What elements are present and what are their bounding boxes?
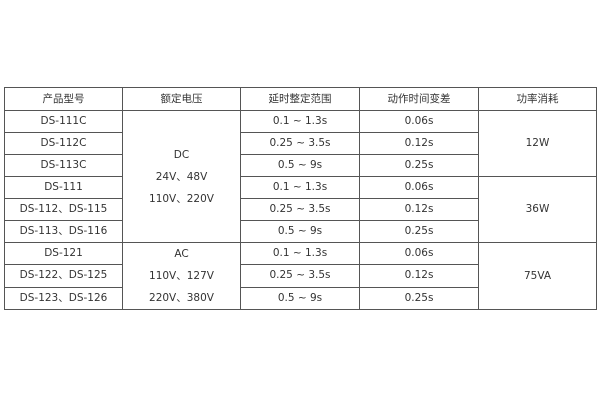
variation-cell: 0.06s [359, 241, 479, 266]
variation-cell: 0.06s [359, 176, 479, 199]
header-row: 产品型号 额定电压 延时整定范围 动作时间变差 功率消耗 [4, 87, 597, 111]
table-row: DS-111C DC 24V、48V 110V、220V 0.1 ~ 1.3s … [4, 110, 597, 243]
variation-cell: 0.12s [359, 198, 479, 221]
table-row: DS-123、DS-126 0.5 ~ 9s 0.25s [4, 286, 597, 311]
table-row: DS-121 AC 110V、127V 220V、380V 0.1 ~ 1.3s… [4, 241, 597, 310]
model-cell: DS-111C [4, 110, 123, 133]
voltage-line: 110V、127V [149, 270, 214, 282]
table-row: DS-113C 0.5 ~ 9s 0.25s [4, 154, 597, 177]
range-cell: 0.25 ~ 3.5s [240, 198, 360, 221]
variation-cell: 0.06s [359, 110, 479, 133]
table-row: DS-122、DS-125 0.25 ~ 3.5s 0.12s [4, 264, 597, 288]
model-cell: DS-123、DS-126 [4, 286, 123, 311]
model-cell: DS-113C [4, 154, 123, 177]
range-cell: 0.1 ~ 1.3s [240, 176, 360, 199]
range-cell: 0.1 ~ 1.3s [240, 241, 360, 266]
header-voltage: 额定电压 [122, 87, 241, 111]
power-cell: 12W [478, 110, 597, 177]
range-cell: 0.1 ~ 1.3s [240, 110, 360, 133]
voltage-line: AC [174, 248, 189, 260]
variation-cell: 0.12s [359, 132, 479, 155]
voltage-cell: AC 110V、127V 220V、380V [122, 242, 241, 310]
range-cell: 0.5 ~ 9s [240, 286, 360, 311]
variation-cell: 0.25s [359, 220, 479, 243]
model-cell: DS-121 [4, 241, 123, 266]
voltage-line: 24V、48V [155, 170, 208, 183]
voltage-line: 110V、220V [149, 192, 214, 205]
table-row: DS-111 0.1 ~ 1.3s 0.06s 36W [4, 176, 597, 243]
range-cell: 0.25 ~ 3.5s [240, 132, 360, 155]
model-cell: DS-112、DS-115 [4, 198, 123, 221]
header-time-variation: 动作时间变差 [359, 87, 479, 111]
model-cell: DS-113、DS-116 [4, 220, 123, 243]
power-cell: 36W [478, 176, 597, 243]
header-model: 产品型号 [4, 87, 123, 111]
specifications-table: 产品型号 额定电压 延时整定范围 动作时间变差 功率消耗 DS-111C DC … [4, 87, 597, 311]
header-power: 功率消耗 [478, 87, 597, 111]
range-cell: 0.5 ~ 9s [240, 220, 360, 243]
model-cell: DS-112C [4, 132, 123, 155]
voltage-line: DC [173, 148, 190, 161]
model-cell: DS-122、DS-125 [4, 264, 123, 288]
variation-cell: 0.25s [359, 154, 479, 177]
variation-cell: 0.25s [359, 286, 479, 311]
table-row: DS-113、DS-116 0.5 ~ 9s 0.25s [4, 220, 597, 243]
variation-cell: 0.12s [359, 264, 479, 288]
range-cell: 0.25 ~ 3.5s [240, 264, 360, 288]
voltage-line: 220V、380V [149, 292, 214, 304]
power-cell: 75VA [478, 242, 597, 310]
voltage-cell: DC 24V、48V 110V、220V [122, 110, 241, 243]
header-delay-range: 延时整定范围 [240, 87, 360, 111]
range-cell: 0.5 ~ 9s [240, 154, 360, 177]
model-cell: DS-111 [4, 176, 123, 199]
